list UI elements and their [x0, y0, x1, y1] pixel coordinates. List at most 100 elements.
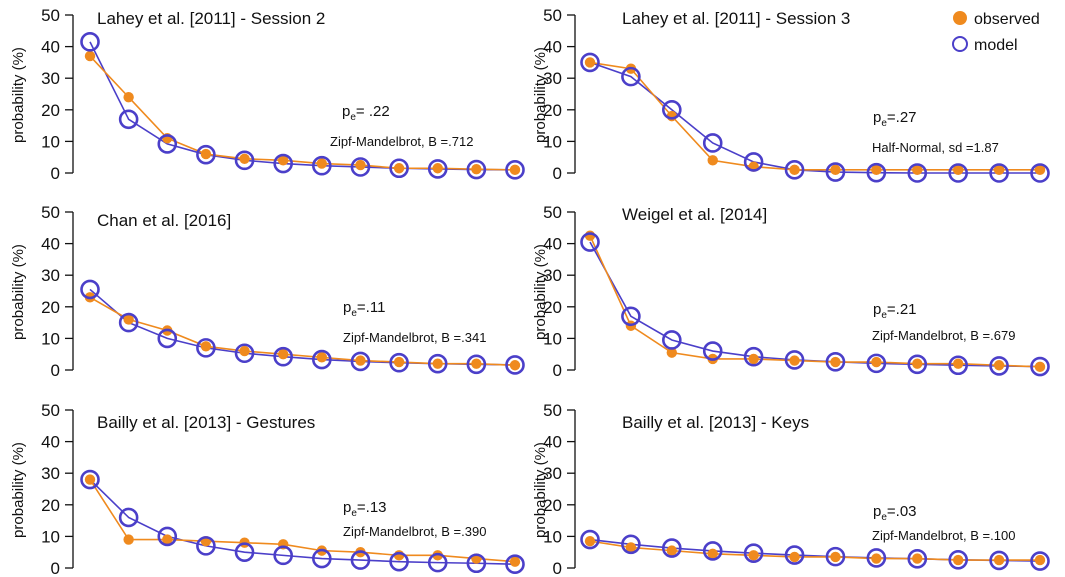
observed-point [200, 148, 212, 160]
observed-point [993, 360, 1005, 371]
model-point [196, 144, 216, 165]
model-point [312, 349, 332, 370]
legend-model-label: model [974, 37, 1018, 54]
observed-point [123, 91, 134, 103]
observed-point [1034, 164, 1046, 176]
model-point [784, 545, 805, 565]
pe-value: =.27 [887, 109, 917, 126]
observed-point [316, 352, 328, 363]
chart-panel-4: 0 10 20 30 40 50 probability (%) Weigel et al. … [532, 203, 1050, 380]
y-axis-label: probability (%) [10, 244, 27, 340]
y-tick-label: 20 [543, 101, 562, 120]
model-point [907, 163, 928, 183]
pe-letter: p [873, 301, 881, 318]
y-tick-label: 10 [543, 527, 562, 546]
y-tick-label: 50 [41, 203, 60, 222]
y-tick-label: 20 [41, 496, 60, 515]
chart-title: Bailly et al. [2013] - Gestures [97, 413, 315, 432]
model-point [580, 52, 600, 73]
model-series-line [589, 241, 1041, 368]
model-point [907, 549, 928, 569]
observed-point [1034, 361, 1046, 373]
model-point [989, 550, 1009, 571]
observed-point [471, 164, 482, 175]
model-point [505, 355, 525, 375]
observed-point [789, 355, 800, 366]
observed-point [84, 474, 96, 485]
model-point [427, 159, 448, 179]
observed-point [162, 534, 173, 545]
observed-point [625, 542, 637, 553]
y-tick-label: 10 [41, 329, 60, 348]
pe-value: =.11 [357, 299, 386, 316]
pe-annotation: pe= .22 [342, 103, 390, 123]
model-point [350, 351, 371, 372]
model-point [866, 353, 887, 374]
observed-point [993, 164, 1005, 176]
model-point [743, 543, 764, 563]
fit-annotation: Zipf-Mandelbrot, B =.712 [330, 134, 473, 149]
model-point [427, 552, 448, 573]
observed-point [239, 345, 250, 357]
model-point [825, 546, 846, 567]
y-tick-label: 50 [41, 401, 60, 420]
chart-title: Lahey et al. [2011] - Session 3 [622, 9, 850, 28]
y-axis-label: probability (%) [10, 47, 27, 143]
model-point [825, 162, 846, 182]
y-tick-label: 30 [543, 69, 562, 88]
model-point [580, 232, 600, 252]
pe-annotation: pe=.11 [343, 299, 385, 319]
observed-point [707, 548, 718, 559]
y-tick-label: 40 [41, 235, 60, 254]
y-tick-label: 50 [41, 6, 60, 25]
observed-point [789, 164, 800, 176]
pe-value: =.21 [887, 301, 917, 318]
chart-panel-2: 0 10 20 30 40 50 probability (%) Lahey et al. [… [532, 6, 1050, 183]
observed-point [277, 155, 289, 166]
pe-value: =.13 [357, 499, 387, 516]
model-point [662, 538, 682, 558]
observed-point [316, 158, 328, 169]
observed-point [830, 356, 841, 368]
model-point [118, 109, 139, 130]
model-point [1030, 163, 1050, 183]
pe-annotation: pe=.13 [343, 499, 387, 519]
pe-annotation: pe=.03 [873, 503, 917, 523]
pe-letter: p [873, 109, 881, 126]
model-point [157, 328, 178, 349]
model-point [505, 554, 525, 575]
model-point [621, 306, 641, 327]
observed-point [277, 349, 289, 360]
observed-point [666, 347, 678, 358]
observed-point [200, 341, 212, 352]
observed-point [393, 163, 405, 174]
model-point [234, 343, 255, 364]
model-point [196, 536, 216, 556]
fit-annotation: Zipf-Mandelbrot, B =.390 [343, 524, 486, 539]
observed-point [666, 545, 678, 556]
model-point [157, 134, 178, 154]
y-tick-label: 40 [543, 433, 562, 452]
model-point [273, 153, 293, 174]
model-point [989, 163, 1009, 183]
model-point [273, 346, 293, 367]
pe-annotation: pe=.21 [873, 301, 917, 321]
pe-value: = .22 [356, 103, 390, 120]
observed-point [830, 551, 841, 563]
fit-annotation: Zipf-Mandelbrot, B =.341 [343, 330, 486, 345]
legend-model-marker [952, 36, 968, 52]
observed-series-line [589, 235, 1041, 368]
model-point [825, 351, 846, 372]
pe-subscript: e [351, 308, 357, 319]
model-point [312, 548, 332, 569]
y-tick-label: 40 [41, 38, 60, 57]
pe-letter: p [343, 499, 351, 516]
pe-subscript: e [881, 512, 887, 523]
observed-point [509, 360, 521, 371]
y-tick-label: 20 [41, 298, 60, 317]
y-tick-label: 40 [543, 235, 562, 254]
model-series-line [89, 41, 516, 171]
observed-series-line [89, 55, 516, 171]
model-point [234, 150, 255, 171]
